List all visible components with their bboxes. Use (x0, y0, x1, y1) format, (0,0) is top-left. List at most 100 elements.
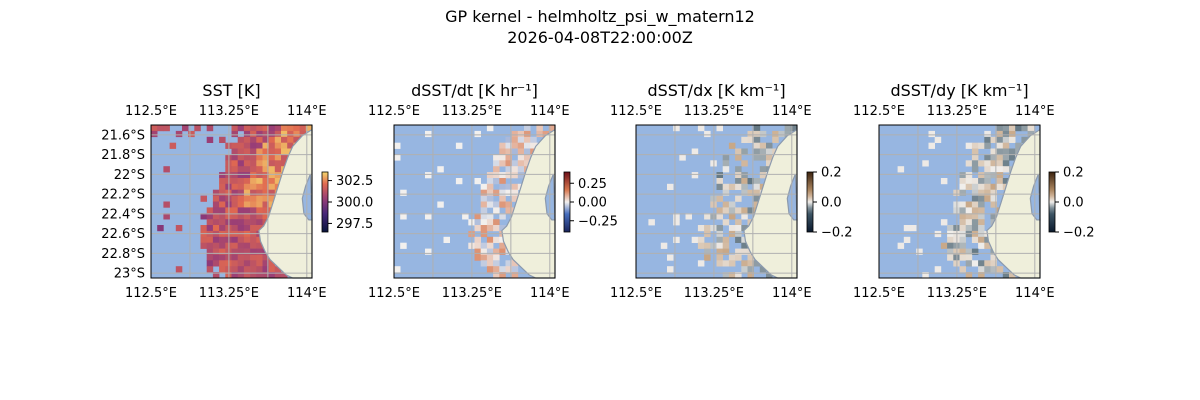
heatmap-cell (996, 148, 1004, 155)
heatmap-cell (753, 183, 761, 190)
heatmap-cell (493, 172, 500, 179)
heatmap-cell (212, 219, 220, 226)
heatmap-cell (287, 136, 294, 143)
heatmap-cell (268, 183, 276, 190)
heatmap-cell (965, 225, 973, 232)
heatmap-cell (735, 154, 742, 161)
heatmap-cell (237, 154, 245, 161)
heatmap-cell (747, 136, 754, 143)
heatmap-cell (480, 248, 488, 255)
panels: SST [K] 112.5°E 112.5°E 113.25°E 113.25°E 114… (101, 81, 1094, 301)
heatmap-cell (753, 195, 761, 202)
heatmap-cell (250, 178, 257, 185)
heatmap-cell (916, 248, 923, 255)
heatmap-cell (753, 189, 761, 196)
heatmap-cell (250, 260, 257, 267)
heatmap-cell (219, 225, 226, 232)
heatmap-cell (268, 142, 276, 149)
heatmap-cell (262, 207, 269, 214)
heatmap-cell (237, 201, 245, 208)
heatmap-cell (772, 136, 779, 143)
heatmap-cell (256, 136, 263, 143)
heatmap-cell (511, 272, 519, 279)
heatmap-cell (499, 242, 506, 249)
heatmap-cell (934, 136, 942, 143)
heatmap-cell (722, 242, 730, 249)
x-tick-label-bottom: 114°E (772, 286, 812, 301)
heatmap-cell (206, 260, 214, 267)
heatmap-cell (978, 219, 985, 226)
heatmap-cell (499, 195, 506, 202)
heatmap-cell (250, 189, 257, 196)
heatmap-cell (741, 225, 748, 232)
heatmap-cell (231, 225, 238, 232)
heatmap-cell (262, 160, 269, 167)
colorbar-tick-label: 0.0 (821, 196, 842, 211)
heatmap-cell (517, 154, 525, 161)
heatmap-cell (243, 130, 251, 138)
heatmap-cell (673, 236, 680, 243)
heatmap-cell (212, 248, 220, 255)
heatmap-cell (928, 142, 935, 149)
heatmap-cell (206, 242, 214, 249)
heatmap-cell (984, 189, 991, 196)
x-tick-label-top: 112.5°E (853, 104, 905, 119)
heatmap-cell (971, 160, 979, 167)
heatmap-cell (268, 148, 276, 155)
heatmap-cell (747, 189, 754, 196)
heatmap-cell (741, 260, 748, 267)
heatmap-cell (293, 125, 300, 132)
heatmap-cell (965, 207, 973, 214)
heatmap-cell (237, 166, 245, 173)
heatmap-cell (243, 172, 251, 179)
heatmap-cell (250, 160, 257, 167)
heatmap-cell (474, 248, 481, 255)
heatmap-cell (231, 148, 238, 155)
heatmap-cell (766, 272, 773, 279)
heatmap-cell (486, 189, 494, 196)
heatmap-cell (505, 207, 512, 214)
heatmap-cell (268, 272, 276, 279)
heatmap-cell (219, 201, 226, 208)
heatmap-cell (971, 166, 979, 173)
heatmap-cell (250, 130, 257, 138)
heatmap-cell (759, 154, 767, 161)
map-frame (878, 124, 1041, 279)
heatmap-cell (256, 260, 263, 267)
heatmap-cell (493, 166, 500, 173)
heatmap-cell (250, 272, 257, 279)
heatmap-cell (990, 201, 997, 208)
x-tick-label-bottom: 112.5°E (610, 286, 662, 301)
heatmap-cell (268, 172, 276, 179)
heatmap-cell (971, 225, 979, 232)
figure-timestamp: 2026-04-08T22:00:00Z (507, 28, 693, 47)
heatmap-cell (747, 178, 754, 185)
heatmap-cell (753, 125, 761, 132)
heatmap-cell (493, 178, 500, 185)
heatmap-cell (425, 172, 432, 179)
heatmap-cell (243, 242, 251, 249)
heatmap-cell (984, 172, 991, 179)
heatmap-cell (505, 160, 512, 167)
heatmap-cell (716, 213, 723, 220)
heatmap-cell (243, 266, 251, 273)
heatmap-cell (256, 236, 263, 243)
heatmap-cell (219, 172, 226, 179)
heatmap-cell (462, 213, 469, 220)
heatmap-cell (212, 189, 220, 196)
heatmap-cell (256, 201, 263, 208)
heatmap-cell (965, 248, 973, 255)
heatmap-cell (1009, 130, 1016, 138)
heatmap-cell (256, 125, 263, 132)
heatmap-cell (437, 166, 444, 173)
heatmap-cell (897, 242, 905, 249)
heatmap-cell (517, 130, 525, 138)
y-tick-label: 22.6°S (101, 227, 145, 242)
heatmap-cell (505, 201, 512, 208)
heatmap-cell (480, 195, 488, 202)
heatmap-cell (493, 225, 500, 232)
heatmap-cell (219, 248, 226, 255)
heatmap-cell (978, 225, 985, 232)
heatmap-cell (219, 236, 226, 243)
heatmap-cell (486, 242, 494, 249)
